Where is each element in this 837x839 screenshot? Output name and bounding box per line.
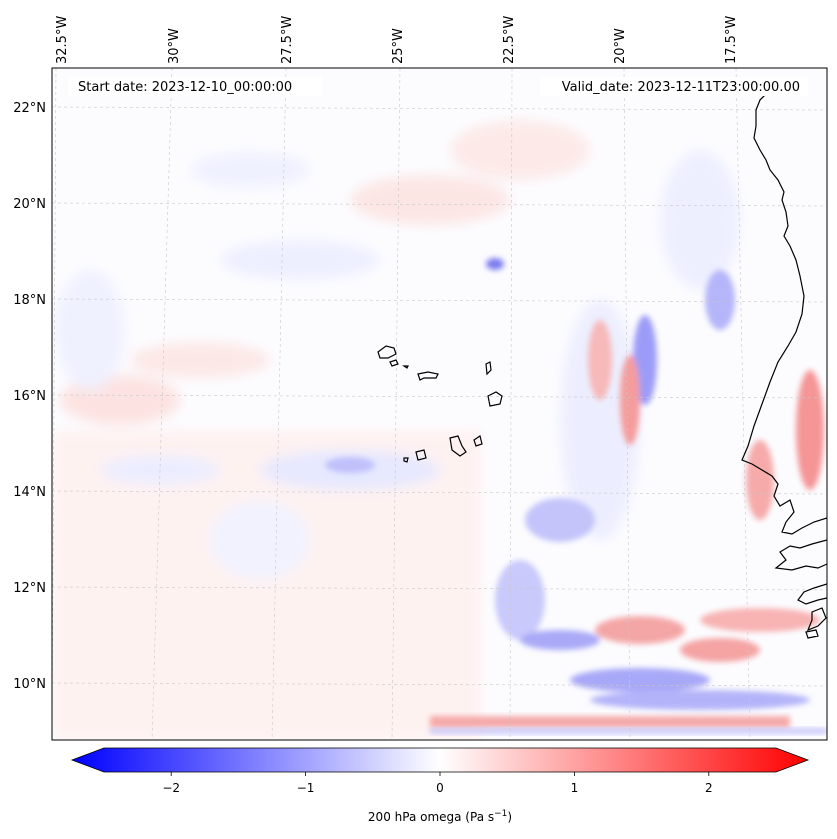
lat-label: 14°N [13, 485, 46, 500]
lat-label: 12°N [13, 581, 46, 596]
island-santo-antao [377, 345, 397, 359]
island-sal [485, 361, 492, 376]
colorbar-tick-label: 0 [436, 781, 444, 795]
lon-label: 22.5°W [502, 16, 517, 64]
start-date-box [68, 77, 322, 96]
island-brava [403, 457, 409, 463]
colorbar-tick-label: −1 [297, 781, 315, 795]
start-date-label: Start date: 2023-12-10_00:00:00 [78, 80, 292, 95]
lat-label: 18°N [13, 293, 46, 308]
lon-label: 25°W [391, 28, 406, 64]
lat-label: 22°N [13, 101, 46, 116]
lon-label: 30°W [167, 28, 182, 64]
map-panel: Start date: 2023-12-10_00:00:00 Valid_da… [51, 67, 828, 741]
map-frame [51, 67, 828, 741]
latitude-labels: 22°N 20°N 18°N 16°N 14°N 12°N 10°N [13, 101, 46, 692]
colorbar-tick-label: 2 [705, 781, 713, 795]
lon-label: 32.5°W [55, 16, 70, 64]
gambia-coastline [774, 539, 827, 571]
island-sao-vicente [389, 359, 399, 367]
africa-coastline [741, 87, 827, 535]
lat-label: 16°N [13, 389, 46, 404]
lon-label: 20°W [613, 28, 628, 64]
island-sao-nicolau [417, 371, 439, 381]
colorbar-tick-label: −2 [162, 781, 180, 795]
valid-date-box [540, 77, 808, 96]
longitude-labels: 32.5°W 30°W 27.5°W 25°W 22.5°W 20°W 17.5… [55, 16, 739, 64]
colorbar-tick-label: 1 [571, 781, 579, 795]
island-santiago [449, 435, 467, 457]
colorbar: −2 −1 0 1 2 200 hPa omega (Pa s−1) [70, 747, 810, 824]
colorbar-label: 200 hPa omega (Pa s−1) [368, 809, 512, 824]
lon-label: 27.5°W [280, 16, 295, 64]
island-maio [473, 435, 483, 447]
omega-field [52, 120, 827, 740]
coastlines [741, 87, 827, 639]
island-fogo [415, 449, 427, 461]
valid-date-label: Valid_date: 2023-12-11T23:00:00.00 [562, 80, 800, 95]
cabo-verde-islands [377, 345, 503, 463]
lon-label: 17.5°W [724, 16, 739, 64]
graticule [52, 68, 827, 740]
colorbar-ticks: −2 −1 0 1 2 [162, 772, 713, 795]
island-santa-luzia [402, 365, 409, 369]
lat-label: 10°N [13, 677, 46, 692]
colorbar-bar [70, 747, 810, 773]
lat-label: 20°N [13, 197, 46, 212]
guinea-bissau-coastline [797, 583, 827, 639]
island-boa-vista [487, 391, 503, 407]
